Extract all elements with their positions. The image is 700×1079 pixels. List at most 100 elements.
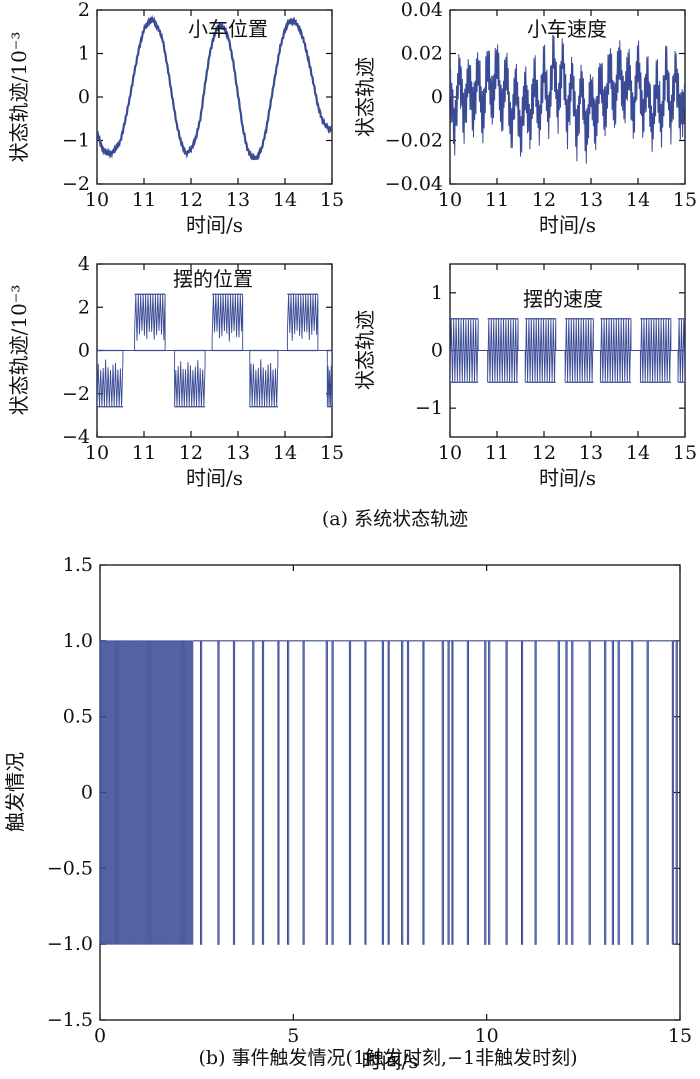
trigger-pulse-17 xyxy=(422,640,425,945)
trigger-pulse-19 xyxy=(447,640,450,945)
x-tick-label-5: 5 xyxy=(287,1025,299,1047)
trigger-pulse-24 xyxy=(505,640,508,945)
trigger-pulse-10 xyxy=(331,640,334,945)
trigger-pulse-37 xyxy=(675,640,678,945)
trigger-dense-region xyxy=(99,640,194,945)
y-tick-label-m0p02: −0.02 xyxy=(385,130,443,152)
x-tick-label-13: 13 xyxy=(579,442,603,464)
burst-segment-5 xyxy=(249,350,279,407)
trigger-pulse-16 xyxy=(406,640,410,945)
y-tick-label-1: 1.0 xyxy=(63,630,93,652)
y-tick-label-1: 1 xyxy=(431,282,443,304)
y-tick-label-m1p5: −1.5 xyxy=(47,1009,93,1031)
chart-title: 摆的位置 xyxy=(173,267,253,291)
x-tick-label-0: 0 xyxy=(94,1025,106,1047)
chart-title: 小车位置 xyxy=(188,17,268,41)
burst-segment-2 xyxy=(134,294,166,351)
trigger-pulse-15 xyxy=(401,640,404,945)
y-tick-label-m2: −2 xyxy=(62,173,90,195)
trigger-pulse-27 xyxy=(557,640,560,945)
series-line xyxy=(97,14,332,161)
chart-title: 小车速度 xyxy=(527,17,607,41)
y-tick-label-m1: −1 xyxy=(415,397,443,419)
y-tick-label-m2: −2 xyxy=(62,383,90,405)
x-axis-label: 时间/s xyxy=(539,213,596,237)
y-tick-label-0p02: 0.02 xyxy=(401,43,443,65)
trigger-pulse-1 xyxy=(200,640,203,945)
y-axis-label: 状态轨迹 xyxy=(353,57,377,137)
x-tick-label-13: 13 xyxy=(226,442,250,464)
x-tick-label-15: 15 xyxy=(673,189,697,211)
y-tick-label-1p5: 1.5 xyxy=(63,554,93,576)
x-tick-label-12: 12 xyxy=(532,189,556,211)
x-tick-label-10: 10 xyxy=(475,1025,499,1047)
burst-segment-7 xyxy=(326,350,332,407)
x-tick-label-11: 11 xyxy=(485,442,509,464)
y-tick-label-0p04: 0.04 xyxy=(401,0,443,21)
trigger-pulse-11 xyxy=(348,640,352,945)
trigger-pulse-12 xyxy=(364,640,367,945)
trigger-pulse-5 xyxy=(261,640,265,945)
x-tick-label-14: 14 xyxy=(273,189,297,211)
trigger-pulse-23 xyxy=(488,640,491,945)
y-tick-label-0: 0 xyxy=(431,86,443,108)
trigger-pulse-29 xyxy=(571,640,574,945)
trigger-pulse-22 xyxy=(484,640,487,945)
burst-segment-3 xyxy=(174,350,206,407)
trigger-pulse-8 xyxy=(302,640,305,945)
chart-pendulum-velocity: 10 11 12 13 14 15 −1 0 1 时间/s 状态轨迹 摆的速度 xyxy=(353,263,697,490)
x-tick-label-13: 13 xyxy=(579,189,603,211)
y-tick-label-4: 4 xyxy=(78,253,90,275)
x-tick-label-10: 10 xyxy=(438,189,462,211)
trigger-pulse-21 xyxy=(466,640,469,945)
trigger-pulse-3 xyxy=(232,640,236,945)
trigger-pulse-36 xyxy=(671,640,674,945)
x-tick-label-12: 12 xyxy=(179,442,203,464)
trigger-pulse-6 xyxy=(277,640,280,945)
trigger-pulse-9 xyxy=(325,640,328,945)
chart-cart-velocity: 10 11 12 13 14 15 −0.04 −0.02 0 0.02 0.04 时间/s 状态轨迹 小… xyxy=(353,0,697,237)
x-tick-label-14: 14 xyxy=(273,442,297,464)
trigger-pulse-4 xyxy=(252,640,255,945)
x-tick-label-14: 14 xyxy=(626,442,650,464)
y-axis-label: 状态轨迹/10⁻³ xyxy=(7,285,31,416)
x-axis-label: 时间/s xyxy=(361,1049,418,1073)
trigger-pulse-34 xyxy=(631,640,634,945)
y-tick-label-m0p5: −0.5 xyxy=(47,857,93,879)
y-axis-label: 状态轨迹 xyxy=(353,310,377,390)
x-tick-label-12: 12 xyxy=(179,189,203,211)
burst-segment-4 xyxy=(211,294,244,351)
x-tick-label-10: 10 xyxy=(438,442,462,464)
y-tick-label-0: 0 xyxy=(81,782,93,804)
x-tick-label-15: 15 xyxy=(673,442,697,464)
trigger-pulse-30 xyxy=(588,640,591,945)
trigger-pulse-33 xyxy=(617,640,620,945)
x-tick-label-11: 11 xyxy=(132,189,156,211)
x-axis-label: 时间/s xyxy=(186,466,243,490)
x-tick-label-12: 12 xyxy=(532,442,556,464)
y-tick-label-0p5: 0.5 xyxy=(63,706,93,728)
trigger-pulse-13 xyxy=(381,640,384,945)
trigger-pulse-14 xyxy=(387,640,390,945)
trigger-pulse-28 xyxy=(565,640,568,945)
x-axis-label: 时间/s xyxy=(186,213,243,237)
trigger-pulse-20 xyxy=(451,640,454,945)
caption-b: (b) 事件触发情况(1触发时刻,−1非触发时刻) xyxy=(199,1047,578,1069)
x-tick-label-15: 15 xyxy=(320,442,344,464)
y-tick-label-0: 0 xyxy=(431,340,443,362)
y-tick-label-2: 2 xyxy=(78,0,90,21)
trigger-pulse-31 xyxy=(604,640,607,945)
y-axis-label: 状态轨迹/10⁻³ xyxy=(7,32,31,163)
y-tick-label-0: 0 xyxy=(78,86,90,108)
x-tick-label-15: 15 xyxy=(320,189,344,211)
y-tick-label-m1: −1.0 xyxy=(47,933,93,955)
x-tick-label-11: 11 xyxy=(485,189,509,211)
x-tick-label-11: 11 xyxy=(132,442,156,464)
x-tick-label-15: 15 xyxy=(668,1025,692,1047)
caption-a: (a) 系统状态轨迹 xyxy=(322,508,468,530)
trigger-pulse-18 xyxy=(441,640,444,945)
x-tick-label-14: 14 xyxy=(626,189,650,211)
trigger-pulse-25 xyxy=(521,640,524,945)
